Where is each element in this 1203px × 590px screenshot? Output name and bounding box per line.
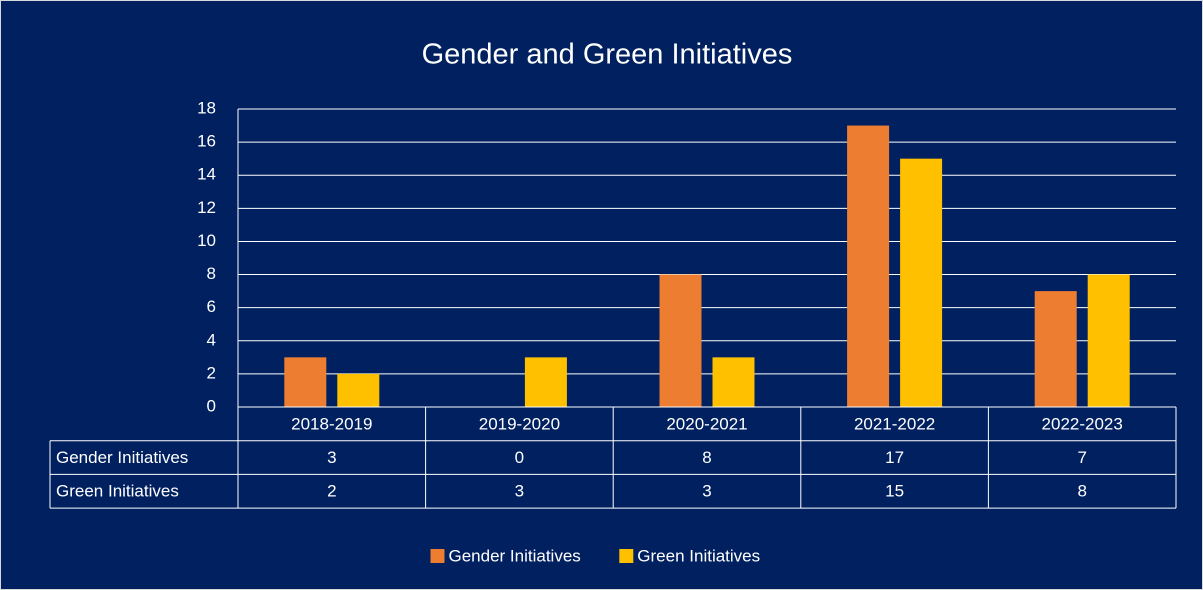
x-tick-label: 2022-2023 xyxy=(1042,414,1123,433)
x-tick-label: 2019-2020 xyxy=(479,414,560,433)
table-row-header: Green Initiatives xyxy=(56,482,179,501)
x-tick-label: 2021-2022 xyxy=(854,414,935,433)
table-value: 17 xyxy=(885,448,904,467)
y-tick-label: 0 xyxy=(207,396,216,415)
bar xyxy=(337,373,380,407)
y-tick-label: 12 xyxy=(197,198,216,217)
table-value: 3 xyxy=(702,482,711,501)
table-value: 15 xyxy=(885,482,904,501)
bar xyxy=(712,357,755,407)
legend-swatch xyxy=(619,549,634,563)
x-tick-label: 2020-2021 xyxy=(666,414,747,433)
y-tick-label: 10 xyxy=(197,231,216,250)
table-row-header: Gender Initiatives xyxy=(56,448,188,467)
table-value: 8 xyxy=(1077,482,1086,501)
bar xyxy=(659,274,702,407)
legend-label: Green Initiatives xyxy=(637,546,760,565)
bar xyxy=(900,158,943,407)
y-tick-label: 16 xyxy=(197,132,216,151)
legend-swatch xyxy=(430,549,445,563)
table-value: 2 xyxy=(327,482,336,501)
y-tick-label: 4 xyxy=(207,330,216,349)
table-value: 0 xyxy=(515,448,524,467)
bar xyxy=(1087,274,1130,407)
table-value: 8 xyxy=(702,448,711,467)
legend-label: Gender Initiatives xyxy=(449,546,581,565)
table-value: 3 xyxy=(515,482,524,501)
y-tick-label: 6 xyxy=(207,297,216,316)
bar xyxy=(847,125,890,408)
table-value: 3 xyxy=(327,448,336,467)
x-tick-label: 2018-2019 xyxy=(291,414,372,433)
bar xyxy=(1034,291,1077,407)
table-value: 7 xyxy=(1077,448,1086,467)
y-tick-label: 18 xyxy=(197,98,216,117)
bar xyxy=(524,357,567,407)
chart-title: Gender and Green Initiatives xyxy=(422,39,793,71)
y-tick-label: 2 xyxy=(207,363,216,382)
y-tick-label: 14 xyxy=(197,165,216,184)
y-tick-label: 8 xyxy=(207,264,216,283)
bar xyxy=(284,357,327,407)
